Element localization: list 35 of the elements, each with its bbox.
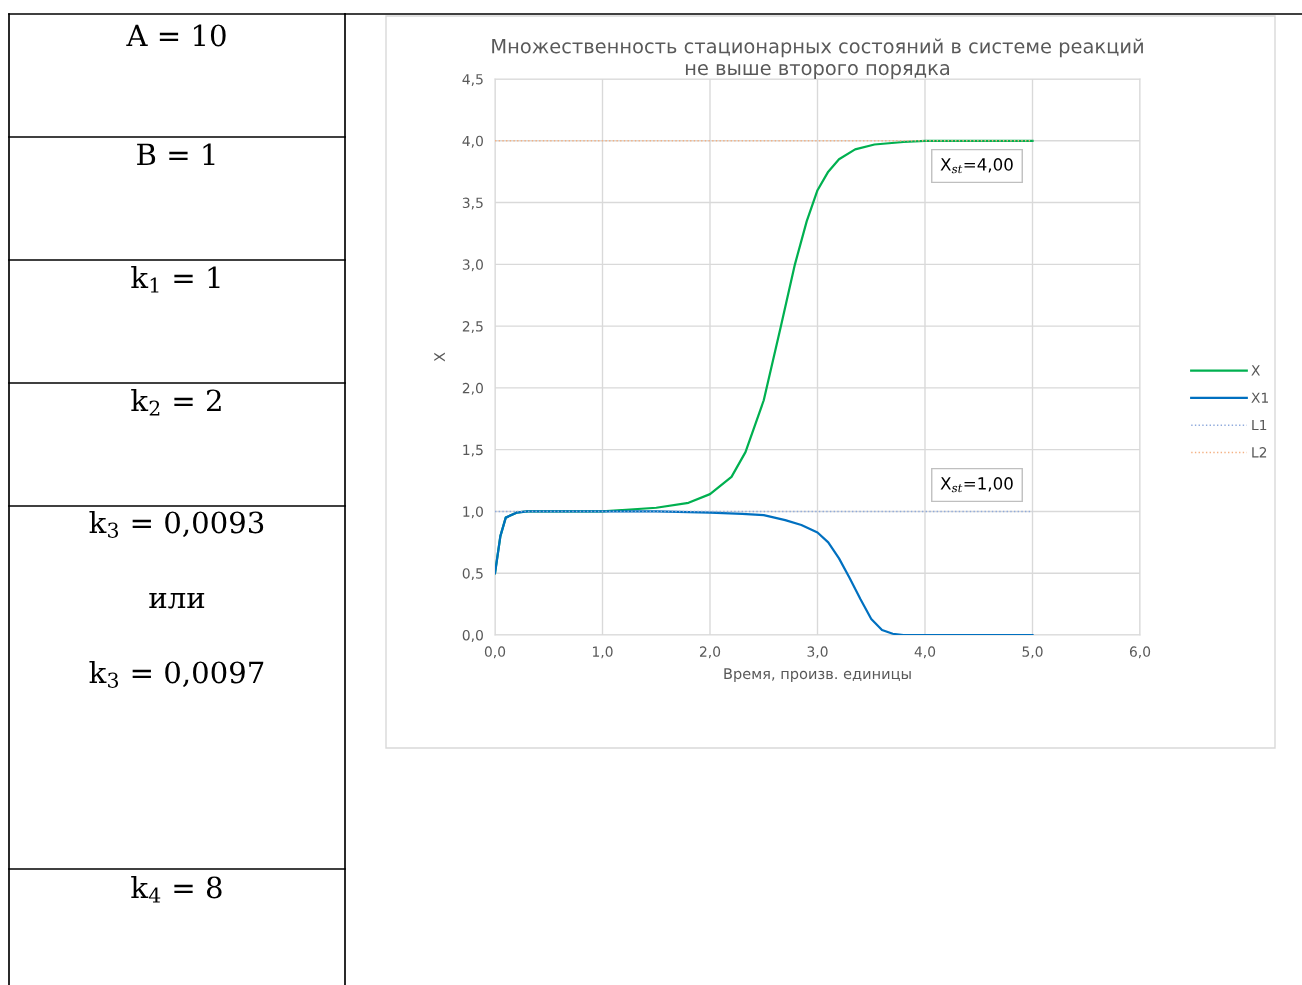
chart-title: Множественность стационарных состояний в системе реакций не выше второго порядка: [492, 38, 1143, 79]
text: A = 10: [126, 24, 226, 47]
x-tick-label: 3,0: [807, 646, 828, 659]
text: B = 1: [137, 143, 215, 166]
text: k$_{3}$ = 0,0093: [89, 510, 264, 538]
legend-label: X1: [1251, 392, 1268, 403]
y-tick-label: 4,5: [462, 74, 483, 86]
y-axis-title: X: [434, 352, 445, 362]
y-tick-label: 3,0: [462, 259, 483, 272]
y-tick-label: 0,0: [462, 629, 483, 642]
annotation: X$_{st}$=1,00: [940, 477, 1013, 493]
legend-label: L1: [1252, 419, 1267, 431]
text: k$_{3}$ = 0,0097: [89, 660, 264, 688]
text: или: [149, 592, 205, 609]
line-series: [495, 510, 1034, 635]
x-tick-label: 5,0: [1022, 646, 1043, 659]
y-tick-label: 1,0: [463, 506, 483, 519]
y-tick-label: 0,5: [462, 568, 483, 581]
y-tick-label: 4,0: [462, 135, 483, 148]
text: k$_{2}$ = 2: [131, 388, 221, 416]
x-tick-label: 6,0: [1129, 646, 1151, 659]
x-tick-label: 2,0: [699, 646, 721, 659]
x-tick-label: 0,0: [484, 646, 506, 659]
legend-label: X: [1251, 365, 1260, 376]
text: k$_{4}$ = 8: [131, 875, 222, 903]
y-tick-label: 2,5: [462, 321, 483, 333]
text: k$_{1}$ = 1: [131, 265, 220, 293]
annotation: X$_{st}$=4,00: [940, 158, 1013, 174]
x-tick-label: 4,0: [914, 646, 936, 659]
legend-label: L2: [1252, 447, 1267, 458]
y-tick-label: 1,5: [463, 444, 483, 457]
y-tick-label: 3,5: [462, 197, 483, 210]
x-tick-label: 1,0: [592, 646, 613, 659]
y-tick-label: 2,0: [462, 382, 483, 395]
x-axis-title: Время, произв. единицы: [724, 668, 911, 682]
